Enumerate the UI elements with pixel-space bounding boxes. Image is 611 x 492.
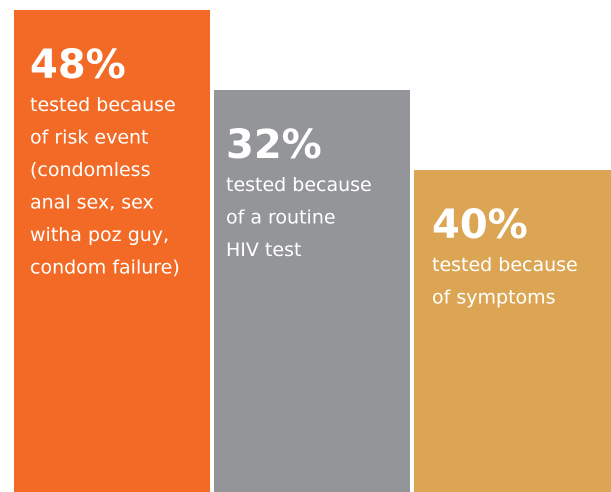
panel-bar [414, 170, 611, 492]
panel-bar [14, 10, 210, 492]
panel-description: of risk event [30, 127, 149, 149]
panel-description: HIV test [226, 239, 301, 261]
panel-description: of a routine [226, 207, 336, 229]
panel-description: (condomless [30, 159, 151, 181]
panel-figure: 48% [30, 42, 126, 88]
panel-description: anal sex, sex [30, 192, 154, 214]
panel-description: of symptoms [432, 287, 556, 309]
panel-figure: 40% [432, 202, 528, 248]
panel-bar [214, 90, 410, 492]
panel-description: tested because [432, 254, 578, 276]
panel-description: witha poz guy, [30, 224, 169, 246]
panel-description: tested because [30, 94, 176, 116]
panel-description: tested because [226, 174, 372, 196]
panel-figure: 32% [226, 122, 322, 168]
panel-description: condom failure) [30, 257, 180, 279]
